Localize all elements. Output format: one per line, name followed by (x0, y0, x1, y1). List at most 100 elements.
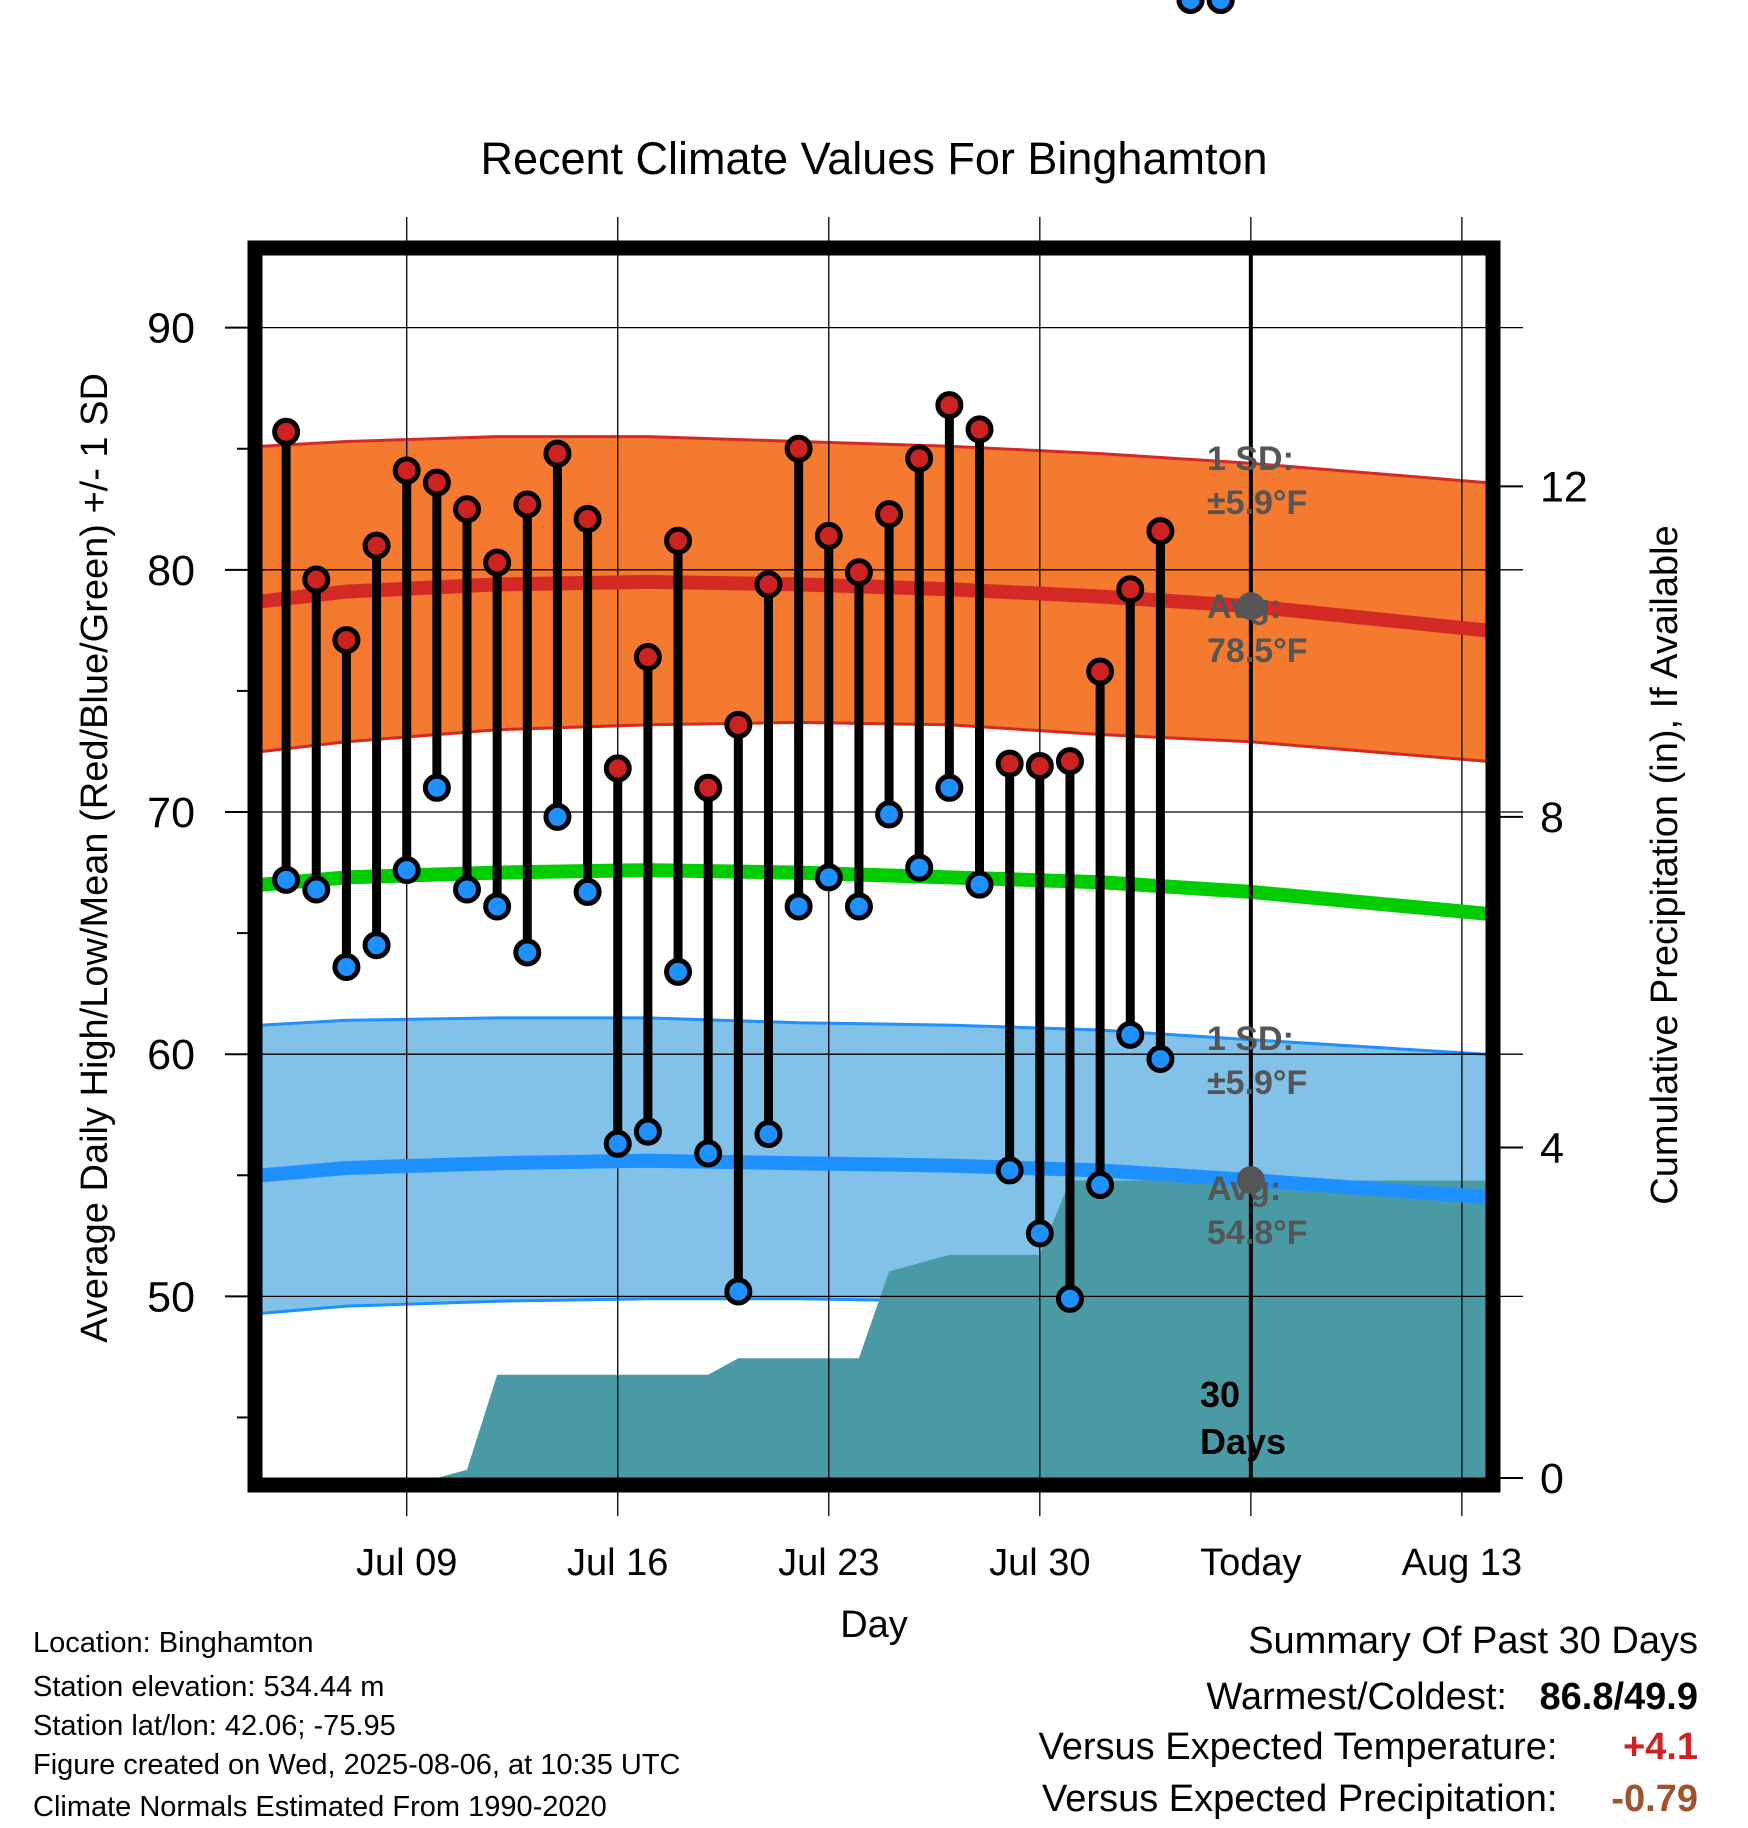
x-axis-label: Day (840, 1604, 908, 1646)
daily-high-marker (272, 417, 301, 446)
daily-high-marker (513, 490, 542, 519)
y-tick-label: 90 (147, 305, 195, 353)
daily-low-marker (483, 892, 512, 921)
y2-tick-label: 8 (1540, 794, 1564, 842)
y-tick-label: 70 (147, 789, 195, 837)
days-label-1: 30 (1200, 1374, 1240, 1415)
daily-low-marker (844, 892, 873, 921)
info-normals: Climate Normals Estimated From 1990-2020 (33, 1791, 607, 1823)
daily-high-marker (664, 526, 693, 555)
info-elevation: Station elevation: 534.44 m (33, 1671, 385, 1703)
info-created: Figure created on Wed, 2025-08-06, at 10… (33, 1749, 681, 1781)
x-tick-label: Jul 30 (989, 1542, 1090, 1584)
summary-title: Summary Of Past 30 Days (1248, 1620, 1698, 1662)
daily-low-marker (603, 1129, 632, 1158)
daily-low-marker (664, 957, 693, 986)
low-sd-label-1: 1 SD: (1207, 1020, 1294, 1058)
low-avg-line (261, 1153, 1487, 1205)
high-avg-label-2: 78.5°F (1207, 632, 1308, 670)
daily-low-marker (965, 870, 994, 899)
daily-high-marker (754, 570, 783, 599)
daily-low-marker (272, 865, 301, 894)
daily-low-marker (1176, 0, 1205, 14)
daily-high-marker (302, 565, 331, 594)
y-axis-label: Average Daily High/Low/Mean (Red/Blue/Gr… (74, 373, 116, 1343)
high-avg-label-1: Avg: (1207, 588, 1281, 626)
low-avg-label-1: Avg: (1207, 1170, 1281, 1208)
daily-high-marker (875, 500, 904, 529)
mean-avg-line (261, 863, 1487, 921)
warm-label: Warmest/Coldest: (1206, 1676, 1507, 1718)
daily-low-marker (1116, 1020, 1145, 1049)
x-tick-label: Jul 09 (356, 1542, 457, 1584)
summary-warmest-coldest: Warmest/Coldest: 86.8/49.9 (1206, 1676, 1698, 1719)
daily-low-marker (422, 773, 451, 802)
warm-value: 86.8/49.9 (1539, 1676, 1698, 1718)
daily-markers (272, 0, 1235, 1313)
daily-low-marker (573, 877, 602, 906)
daily-low-marker (302, 875, 331, 904)
daily-low-marker (875, 800, 904, 829)
daily-low-marker (1055, 1284, 1084, 1313)
daily-low-marker (935, 773, 964, 802)
high-sd-label-1: 1 SD: (1207, 440, 1294, 478)
chart-title: Recent Climate Values For Binghamton (480, 133, 1267, 184)
daily-low-marker (995, 1156, 1024, 1185)
temp-label: Versus Expected Temperature: (1038, 1726, 1558, 1768)
daily-low-marker (513, 938, 542, 967)
x-tick-label: Aug 13 (1402, 1542, 1522, 1584)
daily-high-marker (724, 710, 753, 739)
y2-tick-label: 0 (1540, 1455, 1564, 1503)
daily-low-marker (362, 931, 391, 960)
daily-high-marker (784, 434, 813, 463)
today-marker (1236, 255, 1265, 1478)
low-sd-label-2: ±5.9°F (1207, 1064, 1307, 1102)
y2-tick-label: 4 (1540, 1124, 1564, 1172)
y2-axis-label: Cumulative Precipitation (in), If Availa… (1644, 525, 1686, 1204)
daily-low-marker (1206, 0, 1235, 14)
annotations: 1 SD: ±5.9°F Avg: 78.5°F 1 SD: ±5.9°F Avg: 54.8… (1200, 440, 1308, 1462)
daily-low-marker (1086, 1170, 1115, 1199)
x-tick-label: Jul 16 (567, 1542, 668, 1584)
daily-low-marker (1025, 1219, 1054, 1248)
precip-label: Versus Expected Precipitation: (1042, 1778, 1558, 1820)
daily-high-marker (995, 749, 1024, 778)
daily-high-marker (332, 626, 361, 655)
daily-low-marker (814, 863, 843, 892)
daily-high-marker (905, 444, 934, 473)
days-label-2: Days (1200, 1421, 1286, 1462)
today-high-avg-dot (1236, 592, 1265, 621)
daily-low-marker (754, 1120, 783, 1149)
daily-low-marker (332, 953, 361, 982)
daily-high-marker (603, 754, 632, 783)
daily-high-marker (844, 558, 873, 587)
daily-range-bars (281, 405, 1165, 1299)
plot-border (247, 240, 1501, 1493)
high-sd-label-2: ±5.9°F (1207, 484, 1307, 522)
daily-high-marker (1025, 751, 1054, 780)
precip-cumulative-area (262, 1180, 1486, 1478)
daily-high-marker (935, 391, 964, 420)
daily-low-marker (633, 1117, 662, 1146)
daily-high-marker (392, 456, 421, 485)
x-tick-label: Jul 23 (778, 1542, 879, 1584)
daily-low-marker (392, 856, 421, 885)
today-low-avg-dot (1236, 1166, 1265, 1195)
daily-high-marker (694, 773, 723, 802)
summary-temperature: Versus Expected Temperature: +4.1 (1039, 1726, 1698, 1769)
low-avg-label-2: 54.8°F (1207, 1214, 1308, 1252)
plot-frame (247, 240, 1501, 1493)
summary-precipitation: Versus Expected Precipitation: -0.79 (1042, 1778, 1698, 1821)
daily-low-marker (724, 1277, 753, 1306)
y-tick-label: 80 (147, 547, 195, 595)
daily-low-marker (784, 892, 813, 921)
y-tick-label: 60 (147, 1031, 195, 1079)
daily-high-marker (814, 521, 843, 550)
daily-low-marker (453, 875, 482, 904)
axis-ticks: 90 80 70 60 50 12 8 4 0 Jul 09 Jul 16 Jul 23 Jul 30 T… (147, 305, 1588, 1584)
precip-value: -0.79 (1611, 1778, 1698, 1820)
y-tick-label: 50 (147, 1273, 195, 1321)
daily-high-marker (965, 415, 994, 444)
daily-high-marker (543, 439, 572, 468)
